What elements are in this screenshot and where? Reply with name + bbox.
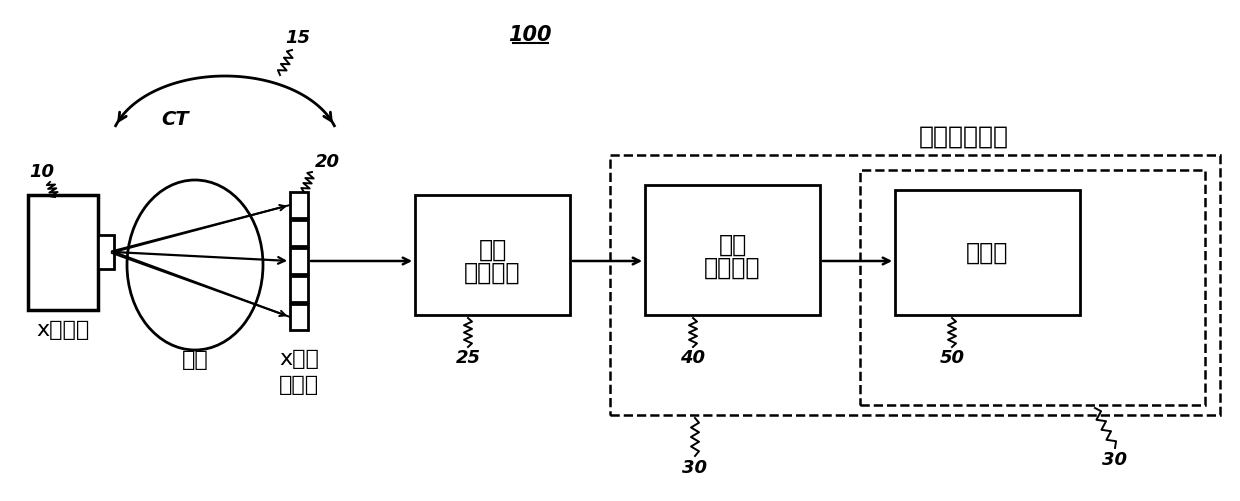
Text: 模拟: 模拟 [479,238,507,262]
Text: 40: 40 [681,349,706,367]
Bar [290,248,308,274]
Bar [415,195,570,315]
Text: 25: 25 [455,349,481,367]
Text: 10: 10 [30,163,55,181]
Text: 处理电路: 处理电路 [464,261,521,285]
Text: 30: 30 [682,459,708,477]
Text: x射线源: x射线源 [36,320,89,340]
Bar [861,170,1205,405]
Text: 20: 20 [315,153,340,171]
Text: CT: CT [161,110,188,129]
Text: 50: 50 [940,349,965,367]
Ellipse shape [126,180,263,350]
Bar [290,276,308,302]
Text: 100: 100 [508,25,552,45]
Bar [895,190,1080,315]
Text: 处理电路: 处理电路 [704,256,761,280]
Bar [290,220,308,246]
Text: 物体: 物体 [181,350,208,370]
Text: 数字图像处理: 数字图像处理 [919,125,1009,149]
Text: x射线
探测器: x射线 探测器 [279,349,319,395]
Bar [29,195,98,310]
Bar [290,192,308,218]
Text: 30: 30 [1102,451,1127,469]
Text: 数字: 数字 [718,233,746,257]
Bar [645,185,820,315]
Text: 计算机: 计算机 [966,240,1008,265]
Text: 15: 15 [285,29,310,47]
Bar [290,304,308,330]
Bar [610,155,1220,415]
Bar [98,235,114,269]
